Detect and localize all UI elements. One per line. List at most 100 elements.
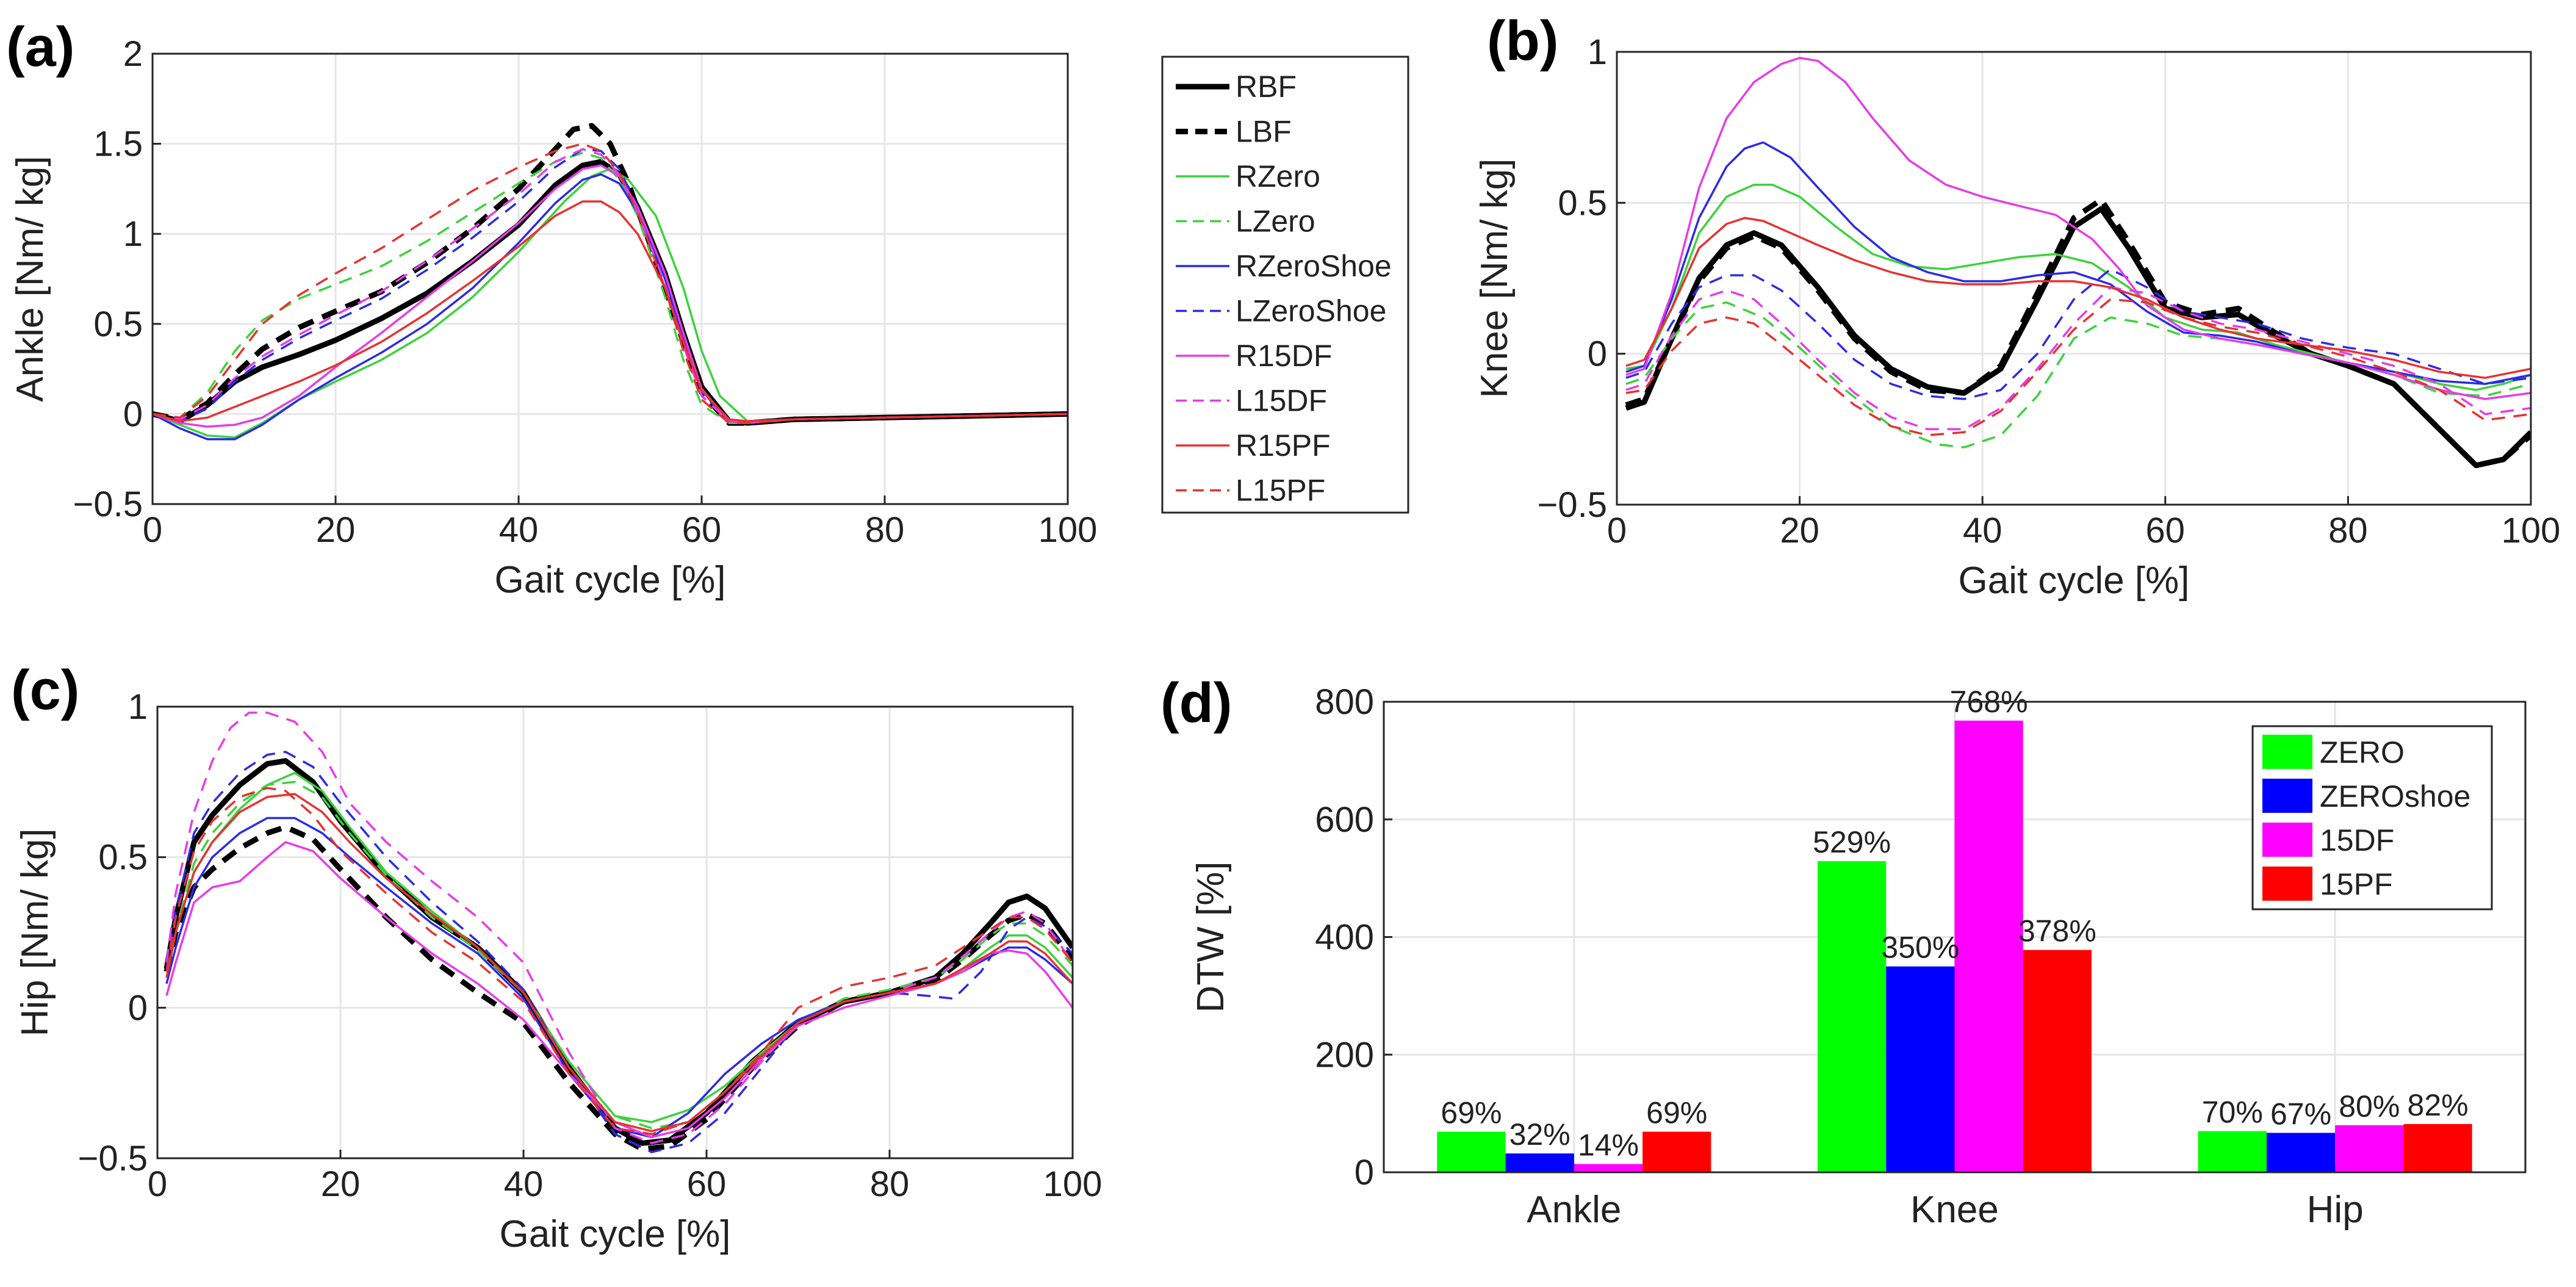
bar-ankle-15pf [1642, 1131, 1711, 1172]
x-tick-label: 20 [321, 1164, 361, 1204]
legend-entry-lzero: LZero [1236, 204, 1315, 239]
bar-ankle-zeroshoe [1505, 1153, 1574, 1172]
panel-label: (b) [1487, 10, 1558, 72]
bar-label-ankle-zeroshoe: 32% [1509, 1117, 1570, 1152]
y-tick-label: 0 [128, 988, 148, 1028]
series-line-l15df [165, 712, 1073, 1145]
y-tick-label: 1 [128, 687, 148, 727]
line-legend: RBF LBF RZero LZero RZeroShoe LZeroShoe R15DF L… [1161, 56, 1409, 514]
axes-frame [1383, 701, 2527, 1173]
series-line-lbf [153, 123, 1068, 426]
legend-entry-lzeroshoe: LZeroShoe [1236, 294, 1386, 328]
legend-entry-15df: 15DF [2320, 823, 2394, 857]
y-tick-label: 1.5 [93, 124, 143, 164]
legend-swatch-15pf [2262, 867, 2312, 901]
y-axis-label: Knee [Nm/ kg] [1473, 159, 1516, 398]
x-axis-label: Gait cycle [%] [1959, 560, 2190, 602]
bar-hip-zero [2198, 1131, 2267, 1172]
bar-legend: ZERO ZEROshoe 15DF 15PF [2251, 725, 2493, 910]
bar-knee-15pf [2023, 950, 2092, 1172]
legend-swatch-15df [2262, 823, 2312, 857]
y-tick-label: 0.5 [1558, 183, 1607, 223]
y-tick-label: 1 [123, 214, 143, 254]
series-line-l15df [1625, 286, 2531, 431]
series-line-lbf [1625, 196, 2531, 469]
legend-entry-zero: ZERO [2320, 735, 2405, 770]
x-tick-label: 60 [2146, 511, 2186, 550]
bar-label-knee-15pf: 378% [2018, 914, 2096, 948]
x-tick-label: 20 [1780, 511, 1819, 550]
series-line-r15pf [153, 200, 1068, 422]
legend-entry-15pf: 15PF [2320, 867, 2393, 901]
plot-area [153, 54, 1068, 504]
category-label-knee: Knee [1910, 1189, 1999, 1231]
series-lines [153, 123, 1068, 441]
y-tick-label: 600 [1315, 800, 1374, 840]
x-tick-label: 0 [1607, 511, 1627, 550]
x-tick-label: 20 [316, 510, 356, 550]
panel-label: (a) [6, 16, 74, 78]
series-line-lzeroshoe [1625, 268, 2531, 400]
plot-area [1617, 52, 2531, 505]
y-tick-label: −0.5 [78, 1139, 148, 1178]
bar-label-knee-zero: 529% [1813, 825, 1891, 859]
x-tick-label: 80 [865, 510, 905, 550]
x-tick-label: 100 [1038, 510, 1098, 550]
y-tick-label: 0.5 [98, 838, 148, 878]
y-tick-label: 0 [1588, 334, 1607, 374]
y-tick-label: 0 [1355, 1153, 1374, 1192]
y-axis-label: Ankle [Nm/ kg] [9, 156, 51, 402]
x-tick-label: 100 [1043, 1164, 1103, 1204]
x-tick-label: 60 [687, 1164, 727, 1204]
legend-swatch-zero [2262, 735, 2312, 769]
y-tick-label: 200 [1315, 1035, 1374, 1075]
bar-label-hip-zero: 70% [2202, 1095, 2263, 1130]
x-tick-label: 80 [870, 1164, 910, 1204]
series-line-rzero [165, 771, 1073, 1123]
axes-frame [156, 705, 1074, 1159]
y-tick-label: 0 [123, 394, 143, 434]
legend-entry-rzeroshoe: RZeroShoe [1236, 249, 1392, 283]
bar-ankle-zero [1437, 1131, 1506, 1172]
bar-ankle-15df [1574, 1164, 1643, 1172]
series-lines [1625, 57, 2531, 469]
y-axis-label: Hip [Nm/ kg] [14, 828, 56, 1036]
series-lines [164, 712, 1073, 1153]
series-line-l15df [153, 148, 1068, 424]
bar-hip-zeroshoe [2266, 1133, 2336, 1172]
series-line-r15pf [165, 793, 1073, 1133]
series-line-r15pf [1625, 217, 2531, 379]
x-tick-label: 60 [682, 510, 722, 550]
series-line-r15df [1625, 57, 2531, 400]
legend-entry-l15df: L15DF [1236, 384, 1327, 418]
panel-label: (c) [11, 659, 79, 721]
legend-entry-rbf: RBF [1236, 70, 1297, 104]
y-tick-label: 1 [1588, 32, 1607, 72]
bar-label-hip-15df: 80% [2339, 1089, 2400, 1123]
x-tick-label: 100 [2502, 511, 2561, 550]
legend-entry-r15df: R15DF [1236, 339, 1332, 373]
y-axis-label: DTW [%] [1190, 862, 1232, 1013]
bar-knee-zero [1817, 861, 1887, 1172]
bar-hip-15df [2335, 1125, 2404, 1172]
y-tick-label: −0.5 [73, 485, 143, 524]
x-tick-label: 40 [1963, 511, 2002, 550]
series-line-l15pf [153, 142, 1068, 424]
category-label-ankle: Ankle [1527, 1189, 1621, 1231]
bar-hip-15pf [2403, 1123, 2472, 1172]
x-tick-label: 40 [504, 1164, 544, 1204]
panel-label: (d) [1160, 672, 1232, 734]
bar-label-ankle-zero: 69% [1441, 1096, 1502, 1130]
y-tick-label: 800 [1315, 682, 1374, 722]
legend-entry-rzero: RZero [1236, 159, 1320, 193]
series-line-l15pf [1625, 298, 2531, 436]
x-axis-label: Gait cycle [%] [495, 559, 726, 601]
category-label-hip: Hip [2307, 1189, 2364, 1231]
axes-frame [151, 52, 1069, 505]
bar-label-ankle-15pf: 69% [1646, 1096, 1707, 1130]
legend-entry-zeroshoe: ZEROshoe [2320, 779, 2470, 813]
